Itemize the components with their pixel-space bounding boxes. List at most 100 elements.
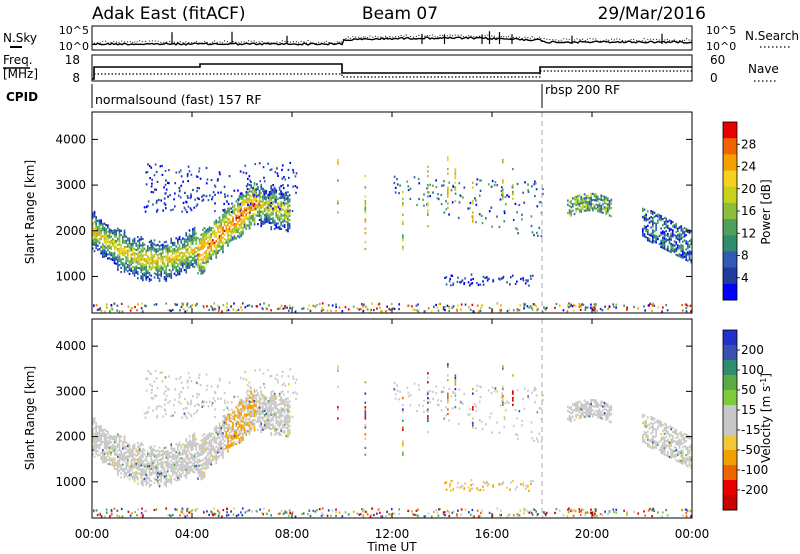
power-cell <box>283 176 285 179</box>
power-cell <box>275 209 278 213</box>
power-cell <box>196 197 199 200</box>
power-cell <box>207 246 209 249</box>
velocity-cell <box>175 465 178 468</box>
velocity-cell <box>147 461 149 464</box>
power-cell <box>566 310 569 313</box>
velocity-cell <box>220 431 223 434</box>
velocity-cell <box>287 417 289 420</box>
power-cell <box>253 190 256 193</box>
power-cell <box>587 201 589 204</box>
velocity-cell <box>193 459 196 462</box>
power-cell <box>655 237 657 240</box>
velocity-cell <box>252 418 254 422</box>
power-cell <box>277 203 279 207</box>
velocity-cell <box>195 442 198 445</box>
velocity-cell <box>237 434 239 437</box>
power-cell <box>492 278 495 282</box>
velocity-cell <box>202 434 204 437</box>
velocity-cell <box>202 465 204 468</box>
velocity-cell <box>113 441 116 444</box>
power-cell <box>123 233 126 236</box>
power-cell <box>212 226 214 229</box>
velocity-cell <box>288 424 291 427</box>
velocity-cell <box>180 473 183 476</box>
power-cell <box>155 273 158 276</box>
power-cell <box>265 196 268 199</box>
velocity-cell <box>409 404 412 407</box>
power-cell <box>120 248 122 251</box>
power-cell <box>390 302 393 306</box>
velocity-cell <box>165 460 168 463</box>
power-cell <box>677 246 679 249</box>
velocity-cell <box>110 459 112 462</box>
velocity-cell <box>193 453 196 456</box>
velocity-cell <box>202 477 204 480</box>
velocity-cell <box>107 454 109 457</box>
power-cell <box>573 212 576 216</box>
power-cell <box>531 308 534 311</box>
power-cell <box>653 234 656 237</box>
power-cell <box>232 217 234 221</box>
power-cell <box>235 214 238 217</box>
power-cell <box>448 213 450 216</box>
power-cell <box>120 302 123 305</box>
power-cell <box>217 191 220 194</box>
power-cell <box>572 309 575 312</box>
velocity-cell <box>490 391 493 395</box>
power-cell <box>518 204 521 207</box>
velocity-cell <box>502 482 504 485</box>
velocity-cell <box>103 434 106 437</box>
velocity-cell <box>113 467 116 470</box>
power-cell <box>673 240 676 243</box>
velocity-cell <box>192 395 194 398</box>
velocity-cell <box>145 377 147 380</box>
velocity-cell <box>92 453 94 456</box>
velocity-cell <box>402 442 404 445</box>
velocity-cell <box>158 472 161 476</box>
power-cell <box>108 253 111 256</box>
power-cell <box>232 232 234 235</box>
power-cell <box>185 263 188 266</box>
velocity-cell <box>185 476 188 479</box>
power-cell <box>655 224 657 227</box>
velocity-cell <box>128 468 131 471</box>
power-cell <box>123 241 126 244</box>
velocity-cell <box>514 408 517 412</box>
velocity-cell <box>192 438 194 441</box>
power-cell <box>98 229 101 232</box>
power-cell <box>122 258 124 261</box>
power-cell <box>270 217 273 220</box>
velocity-cell <box>92 428 94 431</box>
power-cell <box>280 201 283 204</box>
power-cell <box>272 217 274 220</box>
power-cell <box>262 222 264 225</box>
power-cell <box>486 276 489 279</box>
velocity-cell <box>155 454 158 457</box>
power-cell <box>208 308 210 311</box>
power-cell <box>265 206 268 209</box>
power-cell <box>253 217 256 220</box>
power-cell <box>588 209 591 212</box>
velocity-cell <box>133 445 136 448</box>
power-cell <box>173 241 176 244</box>
velocity-cell <box>162 415 165 418</box>
velocity-cell <box>163 392 165 395</box>
power-cell <box>95 232 97 235</box>
power-cell <box>270 191 273 194</box>
power-cell <box>222 230 224 233</box>
velocity-cell <box>243 425 246 428</box>
power-cell <box>358 308 361 311</box>
power-cell <box>364 227 367 230</box>
power-cell <box>590 198 592 201</box>
power-cell <box>645 225 647 229</box>
velocity-cell <box>223 419 226 422</box>
velocity-cell <box>503 416 506 419</box>
power-cell <box>239 170 242 173</box>
velocity-cell <box>133 463 136 466</box>
power-cell <box>93 215 96 218</box>
velocity-cell <box>472 421 474 425</box>
velocity-cell <box>167 401 169 404</box>
power-cell <box>165 271 168 274</box>
velocity-cell <box>147 369 149 372</box>
